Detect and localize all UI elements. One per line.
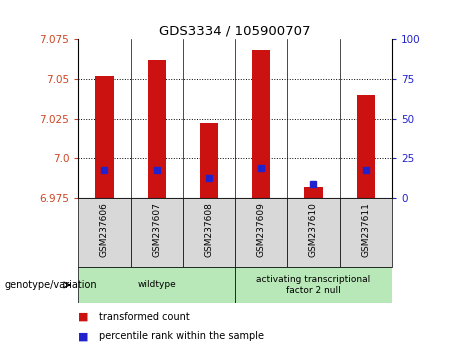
Text: GSM237607: GSM237607 xyxy=(152,202,161,257)
Text: GSM237606: GSM237606 xyxy=(100,202,109,257)
Text: activating transcriptional
factor 2 null: activating transcriptional factor 2 null xyxy=(256,275,371,295)
Bar xyxy=(304,187,323,198)
Bar xyxy=(183,198,235,267)
Text: percentile rank within the sample: percentile rank within the sample xyxy=(99,331,264,341)
Bar xyxy=(130,198,183,267)
Bar xyxy=(235,198,287,267)
Text: GSM237610: GSM237610 xyxy=(309,202,318,257)
Bar xyxy=(95,76,113,198)
Text: wildtype: wildtype xyxy=(137,280,176,290)
Title: GDS3334 / 105900707: GDS3334 / 105900707 xyxy=(160,25,311,38)
Bar xyxy=(287,198,340,267)
Bar xyxy=(357,95,375,198)
Text: genotype/variation: genotype/variation xyxy=(5,280,97,290)
Text: transformed count: transformed count xyxy=(99,312,190,322)
Bar xyxy=(78,267,235,303)
Bar xyxy=(340,198,392,267)
Text: ■: ■ xyxy=(78,331,89,341)
Bar xyxy=(235,267,392,303)
Text: GSM237608: GSM237608 xyxy=(205,202,213,257)
Bar xyxy=(200,123,218,198)
Text: ■: ■ xyxy=(78,312,89,322)
Bar xyxy=(78,198,130,267)
Text: GSM237611: GSM237611 xyxy=(361,202,370,257)
Bar xyxy=(148,59,166,198)
Text: GSM237609: GSM237609 xyxy=(257,202,266,257)
Bar xyxy=(252,50,270,198)
